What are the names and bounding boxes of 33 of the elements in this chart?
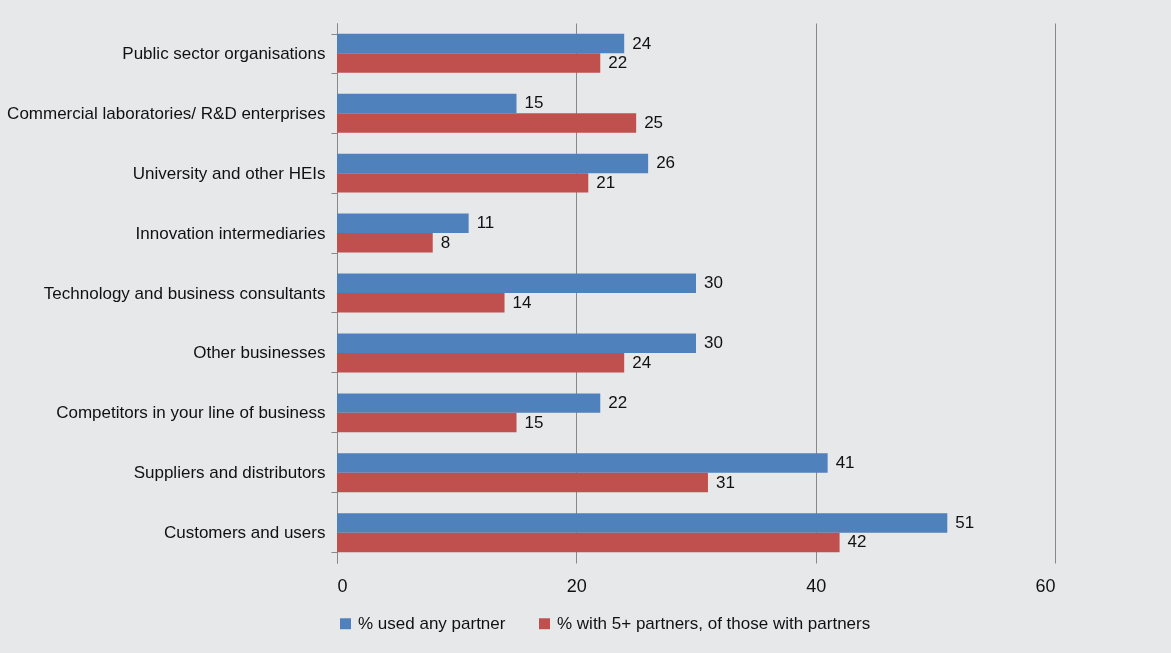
- y-tick-label: Competitors in your line of business: [56, 403, 326, 423]
- data-label: 41: [835, 453, 855, 473]
- data-label: 8: [440, 232, 451, 252]
- data-label: 51: [955, 512, 975, 532]
- x-tick-label: 0: [337, 575, 348, 596]
- data-label: 30: [704, 333, 723, 353]
- y-tick-label: Other businesses: [193, 343, 326, 363]
- data-label: 30: [704, 273, 723, 293]
- y-tick-label: Customers and users: [163, 523, 326, 543]
- data-label: 31: [715, 472, 735, 492]
- data-label: 22: [608, 393, 628, 413]
- data-label: 25: [644, 112, 664, 132]
- data-label: 26: [656, 153, 676, 173]
- y-tick-label: University and other HEIs: [132, 163, 326, 183]
- y-tick-label: Suppliers and distributors: [133, 463, 326, 483]
- x-tick-label: 60: [1035, 575, 1056, 596]
- data-label: 24: [632, 352, 652, 372]
- data-label: 21: [596, 172, 616, 192]
- y-tick-label: Technology and business consultants: [43, 283, 326, 303]
- data-label: 15: [524, 412, 544, 432]
- x-tick-label: 40: [806, 575, 827, 596]
- y-tick-label: Innovation intermediaries: [135, 223, 326, 243]
- legend-label: % used any partner: [358, 613, 506, 633]
- data-label: 22: [608, 53, 628, 73]
- legend-label: % with 5+ partners, of those with partners: [557, 613, 871, 633]
- data-label: 42: [847, 532, 867, 552]
- data-label: 11: [476, 213, 495, 233]
- y-tick-label: Commercial laboratories/ R&D enterprises: [7, 103, 326, 123]
- data-label: 14: [512, 292, 532, 312]
- data-label: 24: [632, 33, 652, 53]
- x-tick-label: 20: [566, 575, 587, 596]
- data-label: 15: [524, 93, 544, 113]
- y-tick-label: Public sector organisations: [122, 43, 326, 63]
